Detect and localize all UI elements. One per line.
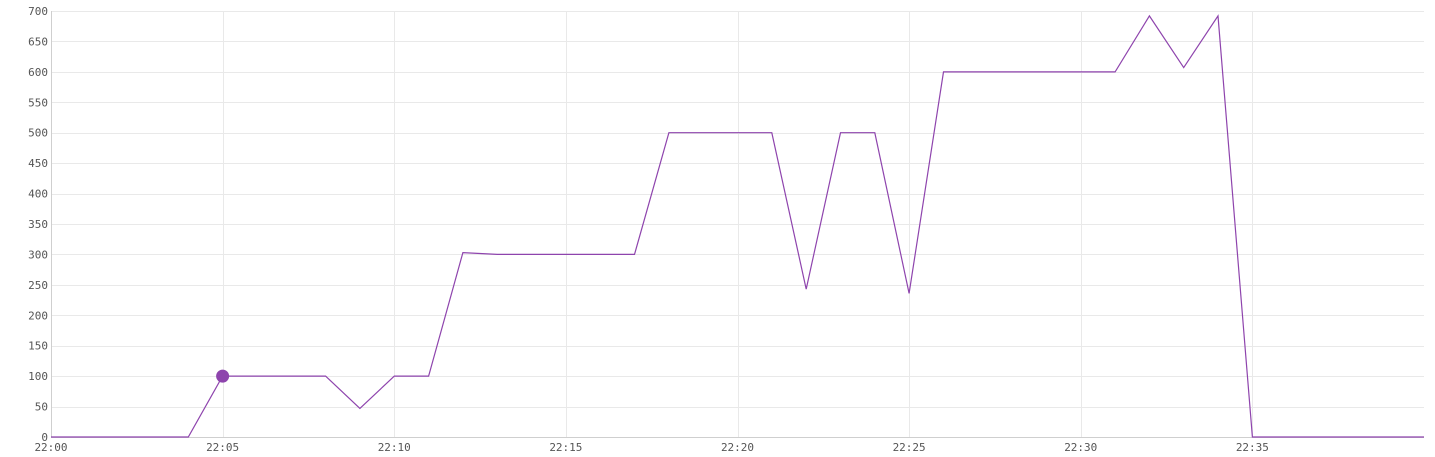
x-axis-ticks: 22:00 22:05 22:10 22:15 22:20 22:25 22:30 22:35: [34, 441, 1269, 454]
x-tick-label: 22:30: [1064, 441, 1097, 454]
x-tick-label: 22:00: [34, 441, 67, 454]
x-tick-label: 22:20: [721, 441, 754, 454]
y-tick-label: 150: [28, 340, 48, 353]
x-tick-label: 22:10: [378, 441, 411, 454]
y-tick-label: 550: [28, 96, 48, 109]
highlight-point: [216, 369, 230, 383]
y-tick-label: 450: [28, 157, 48, 170]
y-tick-label: 0: [41, 431, 48, 444]
y-tick-label: 300: [28, 248, 48, 261]
axes: [51, 11, 1424, 438]
series: [51, 14, 1424, 438]
y-tick-label: 100: [28, 370, 48, 383]
y-tick-label: 500: [28, 127, 48, 140]
grid: [51, 11, 1424, 437]
y-axis-ticks: 0 50 100 150 200 250 300 350 400 450 500 550 600 650 7…: [28, 5, 48, 444]
x-tick-label: 22:15: [549, 441, 582, 454]
y-tick-label: 350: [28, 218, 48, 231]
y-tick-label: 50: [35, 401, 48, 414]
x-tick-label: 22:25: [893, 441, 926, 454]
x-tick-label: 22:05: [206, 441, 239, 454]
data-points: [216, 369, 230, 383]
y-tick-label: 250: [28, 279, 48, 292]
y-tick-label: 650: [28, 35, 48, 48]
series-line: [51, 14, 1424, 438]
y-tick-label: 200: [28, 309, 48, 322]
y-tick-label: 600: [28, 66, 48, 79]
y-tick-label: 700: [28, 5, 48, 18]
y-tick-label: 400: [28, 188, 48, 201]
x-tick-label: 22:35: [1236, 441, 1269, 454]
